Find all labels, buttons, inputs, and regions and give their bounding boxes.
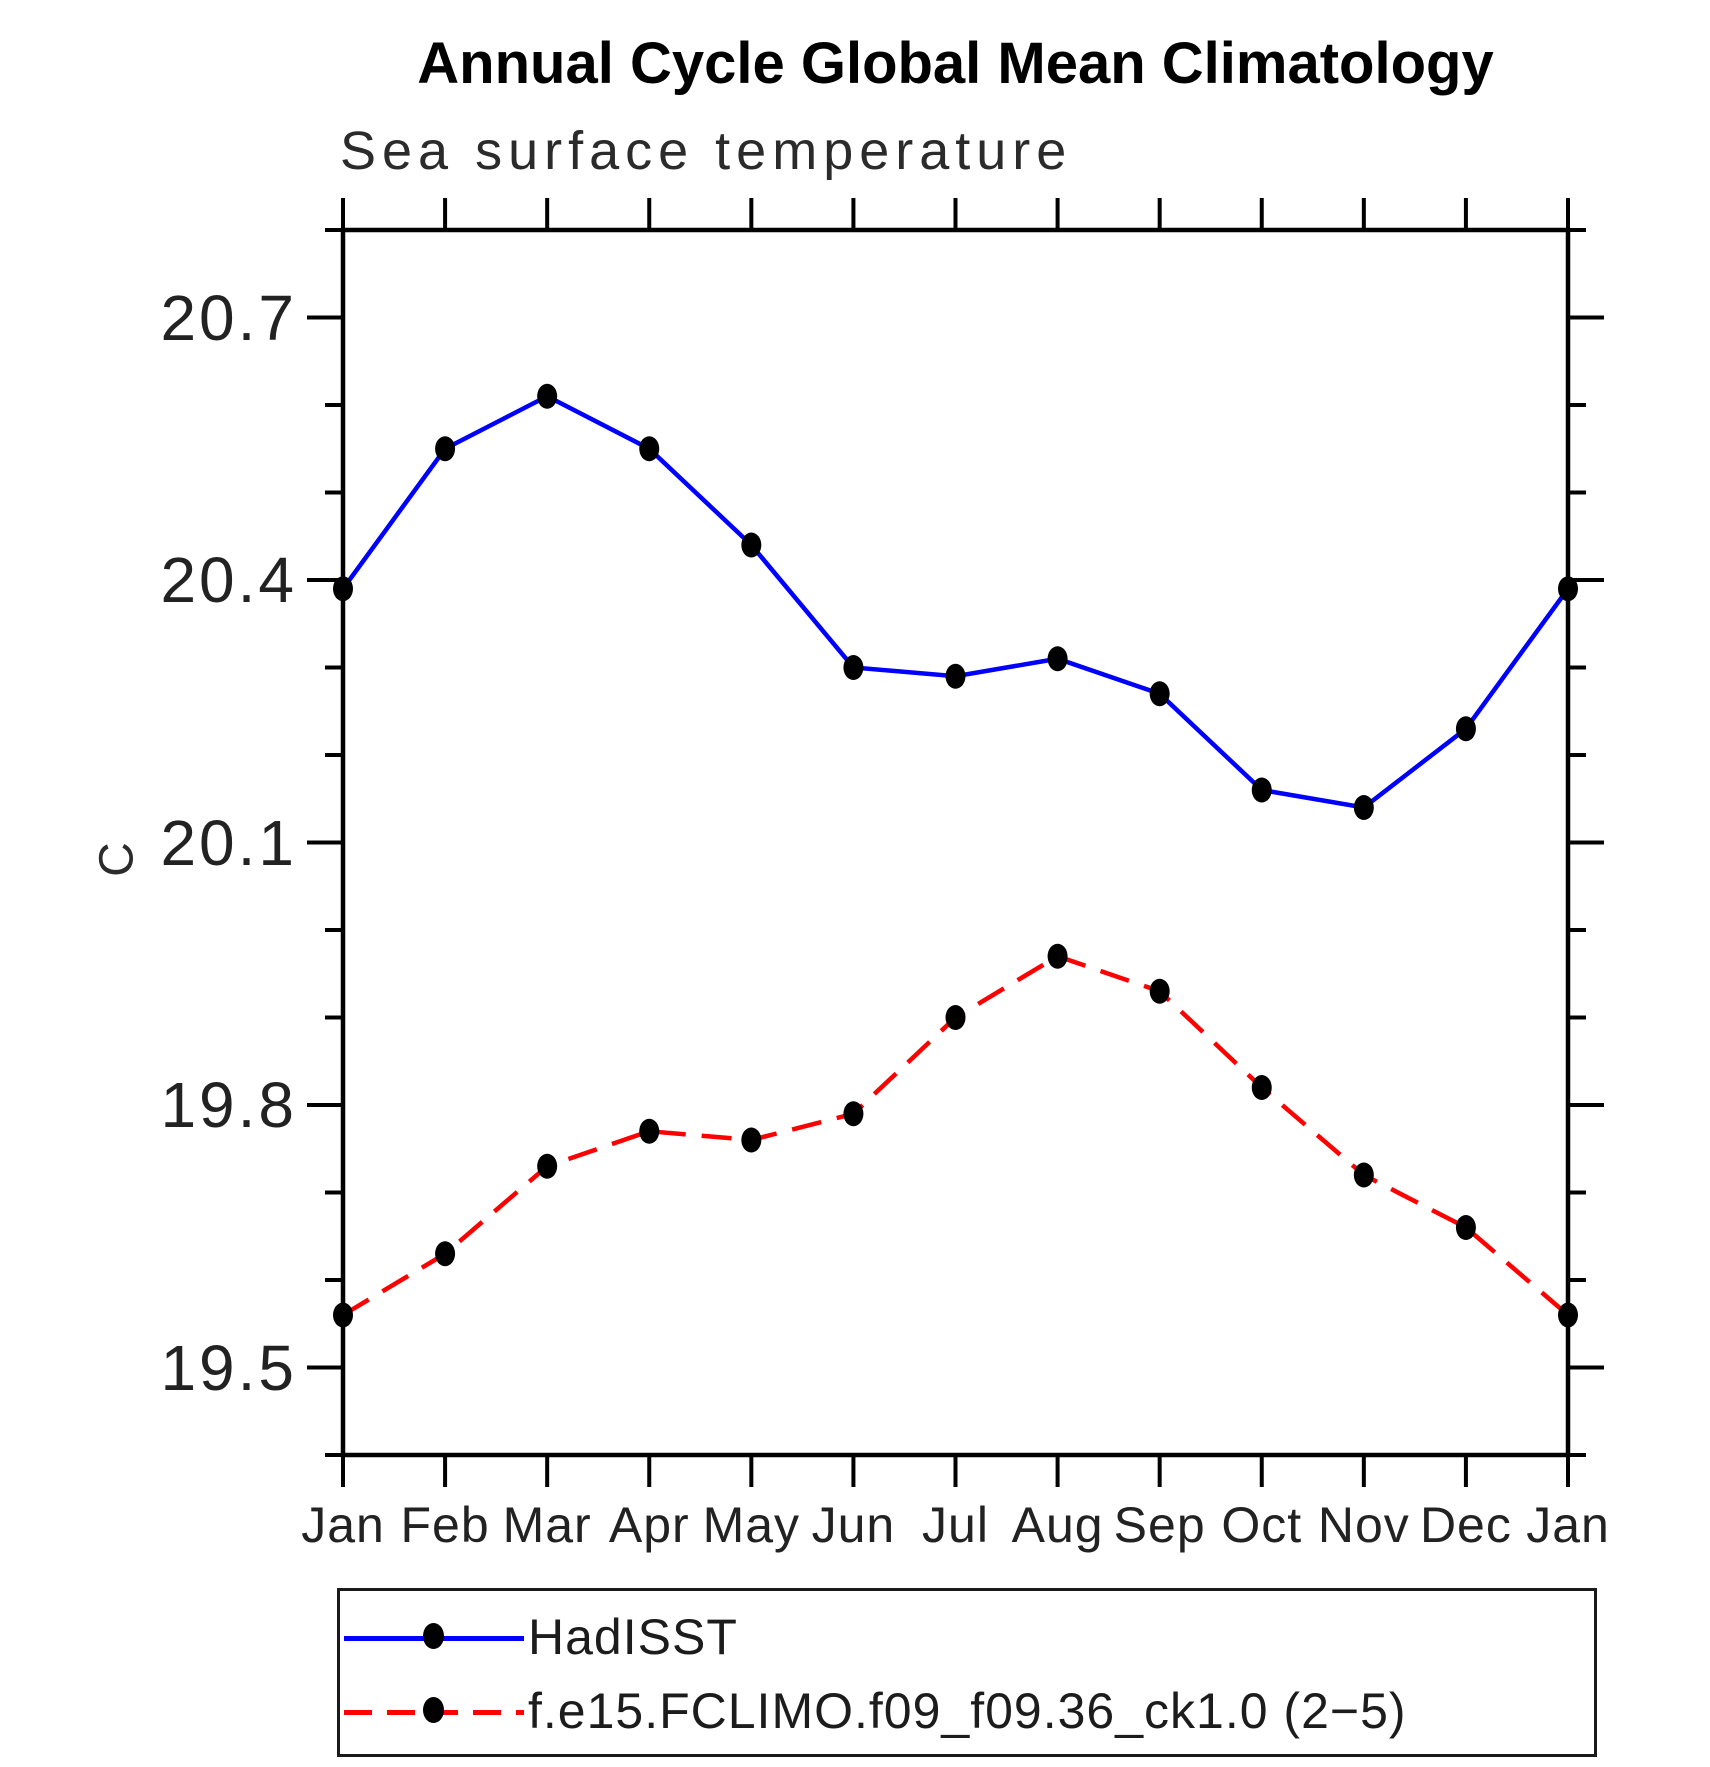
data-point-marker [537,1153,558,1179]
legend-line-sample-dashed [344,1696,524,1723]
data-point-marker [435,436,456,462]
x-tick-label-1-feb: Feb [400,1497,490,1553]
data-point-marker [945,663,966,689]
x-tick-label-5-jun: Jun [811,1497,896,1553]
legend-marker-dot-icon [423,1622,444,1649]
data-point-marker [333,576,353,602]
x-tick-label-3-apr: Apr [608,1497,690,1553]
x-tick-label-12-jan: Jan [1526,1497,1610,1553]
data-point-marker [435,1241,456,1267]
data-point-marker [1558,1302,1578,1328]
x-tick-label-10-nov: Nov [1317,1497,1410,1553]
y-tick-label-19.5: 19.5 [160,1331,297,1404]
data-point-marker [1047,943,1068,969]
data-point-marker [945,1005,966,1030]
series-line-solid [341,393,1570,810]
data-point-marker [639,436,660,462]
y-tick-label-20.1: 20.1 [160,806,297,879]
x-tick-label-6-jul: Jul [922,1497,989,1553]
y-tick-label-20.4: 20.4 [160,544,297,616]
data-point-marker [843,655,864,680]
legend-label-hadisst: HadISST [528,1608,738,1665]
data-point-marker [1149,978,1170,1004]
x-tick-label-2-mar: Mar [502,1497,592,1553]
legend: HadISST f.e15.FCLIMO.f09_f09.36_ck1.0 (2… [337,1588,1597,1757]
x-tick-label-4-may: May [702,1497,801,1553]
data-point-marker [843,1101,864,1127]
chart-subtitle: Sea surface temperature [340,121,1073,181]
data-point-marker [333,1302,353,1328]
data-point-marker [639,1118,660,1144]
y-tick-label-19.8: 19.8 [160,1069,297,1141]
x-tick-label-9-oct: Oct [1221,1497,1303,1553]
x-tick-label-7-aug: Aug [1011,1497,1104,1553]
x-tick-label-11-dec: Dec [1419,1497,1512,1553]
legend-label-model: f.e15.FCLIMO.f09_f09.36_ck1.0 (2−5) [528,1682,1407,1739]
x-tick-label-8-sep: Sep [1113,1497,1206,1553]
data-point-marker [1455,716,1476,742]
data-point-marker [1558,576,1578,602]
data-point-marker [1455,1215,1476,1240]
legend-marker-dot-icon [423,1696,444,1723]
legend-line-sample-solid [344,1622,524,1649]
data-point-marker [1353,1162,1374,1188]
data-point-marker [741,532,762,558]
data-point-marker [1149,681,1170,707]
data-point-marker [1047,646,1068,672]
x-tick-label-0-jan: Jan [301,1497,385,1553]
y-tick-label-20.7: 20.7 [160,281,297,354]
data-point-marker [1353,795,1374,820]
data-point-marker [741,1127,762,1153]
data-point-marker [1251,777,1272,803]
plot-frame [340,227,1571,1458]
chart-title: Annual Cycle Global Mean Climatology [417,31,1494,96]
data-point-marker [537,383,558,409]
data-point-marker [1251,1075,1272,1100]
